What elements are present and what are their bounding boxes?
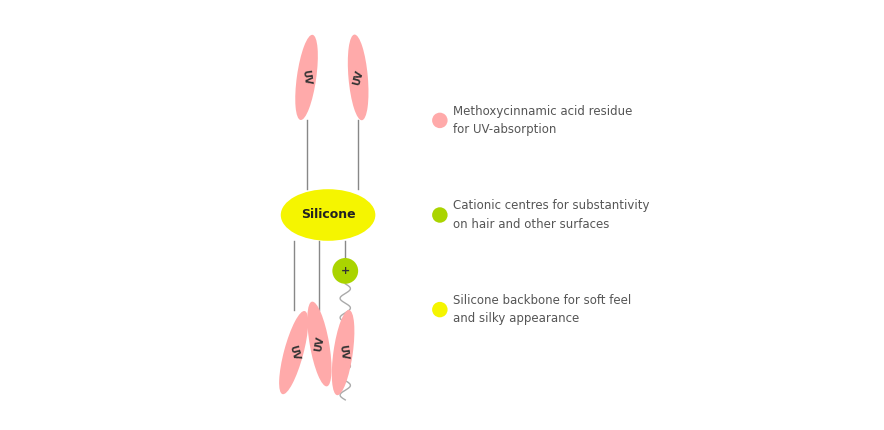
Text: +: +	[340, 266, 350, 276]
Ellipse shape	[308, 301, 332, 387]
Ellipse shape	[279, 311, 309, 394]
Circle shape	[332, 258, 358, 284]
Text: UV: UV	[286, 344, 301, 361]
Text: Silicone backbone for soft feel
and silky appearance: Silicone backbone for soft feel and silk…	[453, 294, 631, 325]
Circle shape	[432, 207, 447, 223]
Ellipse shape	[295, 35, 318, 120]
Text: UV: UV	[337, 344, 349, 361]
Text: Methoxycinnamic acid residue
for UV-absorption: Methoxycinnamic acid residue for UV-abso…	[453, 105, 632, 136]
Text: UV: UV	[313, 335, 325, 353]
Ellipse shape	[332, 310, 354, 395]
Text: Cationic centres for substantivity
on hair and other surfaces: Cationic centres for substantivity on ha…	[453, 200, 649, 230]
Text: Silicone: Silicone	[301, 209, 355, 221]
Circle shape	[432, 113, 447, 128]
Text: UV: UV	[301, 69, 313, 86]
Ellipse shape	[347, 34, 369, 120]
Circle shape	[432, 302, 447, 317]
Text: UV: UV	[351, 69, 365, 86]
Ellipse shape	[281, 189, 376, 241]
